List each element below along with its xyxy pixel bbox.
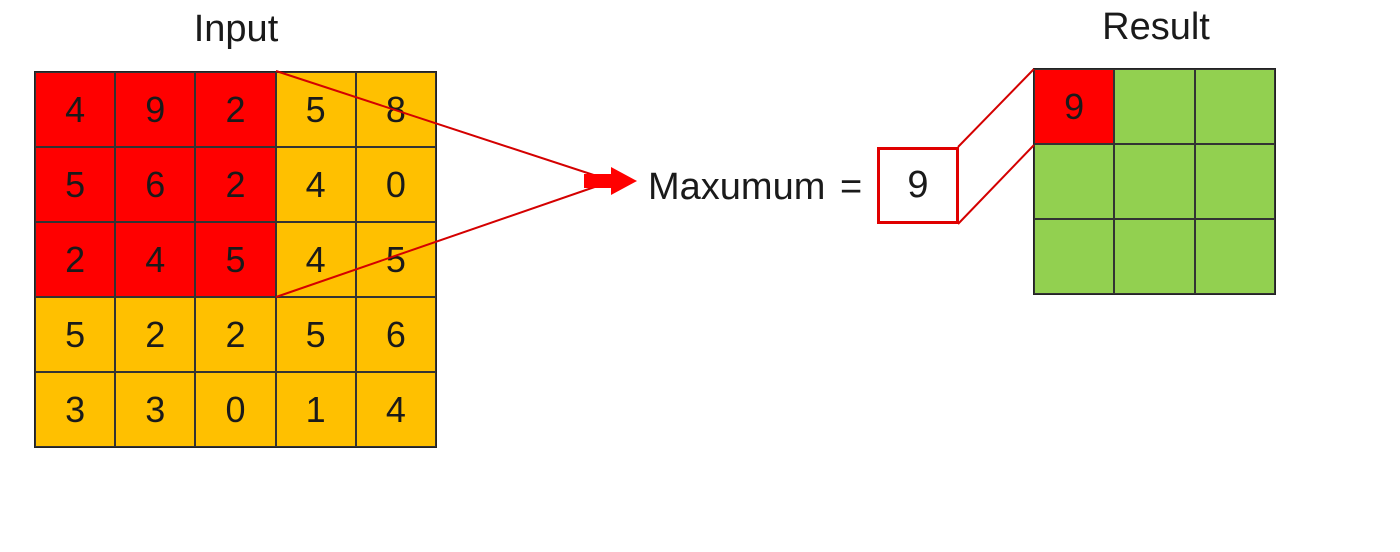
result-filled-cell: 9 bbox=[1034, 69, 1115, 144]
input-cell: 5 bbox=[275, 72, 356, 147]
input-cell: 3 bbox=[35, 372, 116, 447]
input-window-cell: 5 bbox=[195, 222, 276, 297]
input-window-cell: 6 bbox=[115, 147, 196, 222]
result-cell bbox=[1034, 219, 1115, 294]
input-window-cell: 2 bbox=[195, 72, 276, 147]
result-grid: 9 bbox=[1033, 68, 1276, 295]
input-window-cell: 5 bbox=[35, 147, 116, 222]
input-window-cell: 9 bbox=[115, 72, 196, 147]
input-cell: 2 bbox=[195, 297, 276, 372]
input-cell: 3 bbox=[115, 372, 196, 447]
result-top-connector bbox=[957, 68, 1035, 148]
input-cell: 6 bbox=[355, 297, 436, 372]
result-cell bbox=[1194, 69, 1275, 144]
input-window-cell: 4 bbox=[35, 72, 116, 147]
result-title: Result bbox=[1102, 6, 1210, 48]
result-cell bbox=[1194, 144, 1275, 219]
input-window-cell: 2 bbox=[195, 147, 276, 222]
input-cell: 4 bbox=[275, 147, 356, 222]
input-cell: 2 bbox=[115, 297, 196, 372]
result-cell bbox=[1034, 144, 1115, 219]
input-cell: 5 bbox=[35, 297, 116, 372]
input-cell: 4 bbox=[275, 222, 356, 297]
input-window-cell: 2 bbox=[35, 222, 116, 297]
result-cell bbox=[1114, 69, 1195, 144]
arrow-right-icon bbox=[584, 167, 637, 195]
result-bottom-connector bbox=[957, 144, 1035, 225]
maximum-label: Maxumum bbox=[648, 166, 826, 208]
input-cell: 5 bbox=[355, 222, 436, 297]
result-cell bbox=[1114, 144, 1195, 219]
input-cell: 1 bbox=[275, 372, 356, 447]
maximum-value-box: 9 bbox=[877, 147, 959, 224]
input-title: Input bbox=[193, 8, 279, 50]
input-cell: 4 bbox=[355, 372, 436, 447]
equals-sign: = bbox=[840, 166, 863, 208]
result-cell bbox=[1194, 219, 1275, 294]
input-cell: 0 bbox=[195, 372, 276, 447]
result-cell bbox=[1114, 219, 1195, 294]
input-cell: 8 bbox=[355, 72, 436, 147]
input-cell: 5 bbox=[275, 297, 356, 372]
maximum-value: 9 bbox=[907, 164, 929, 206]
input-window-cell: 4 bbox=[115, 222, 196, 297]
input-cell: 0 bbox=[355, 147, 436, 222]
